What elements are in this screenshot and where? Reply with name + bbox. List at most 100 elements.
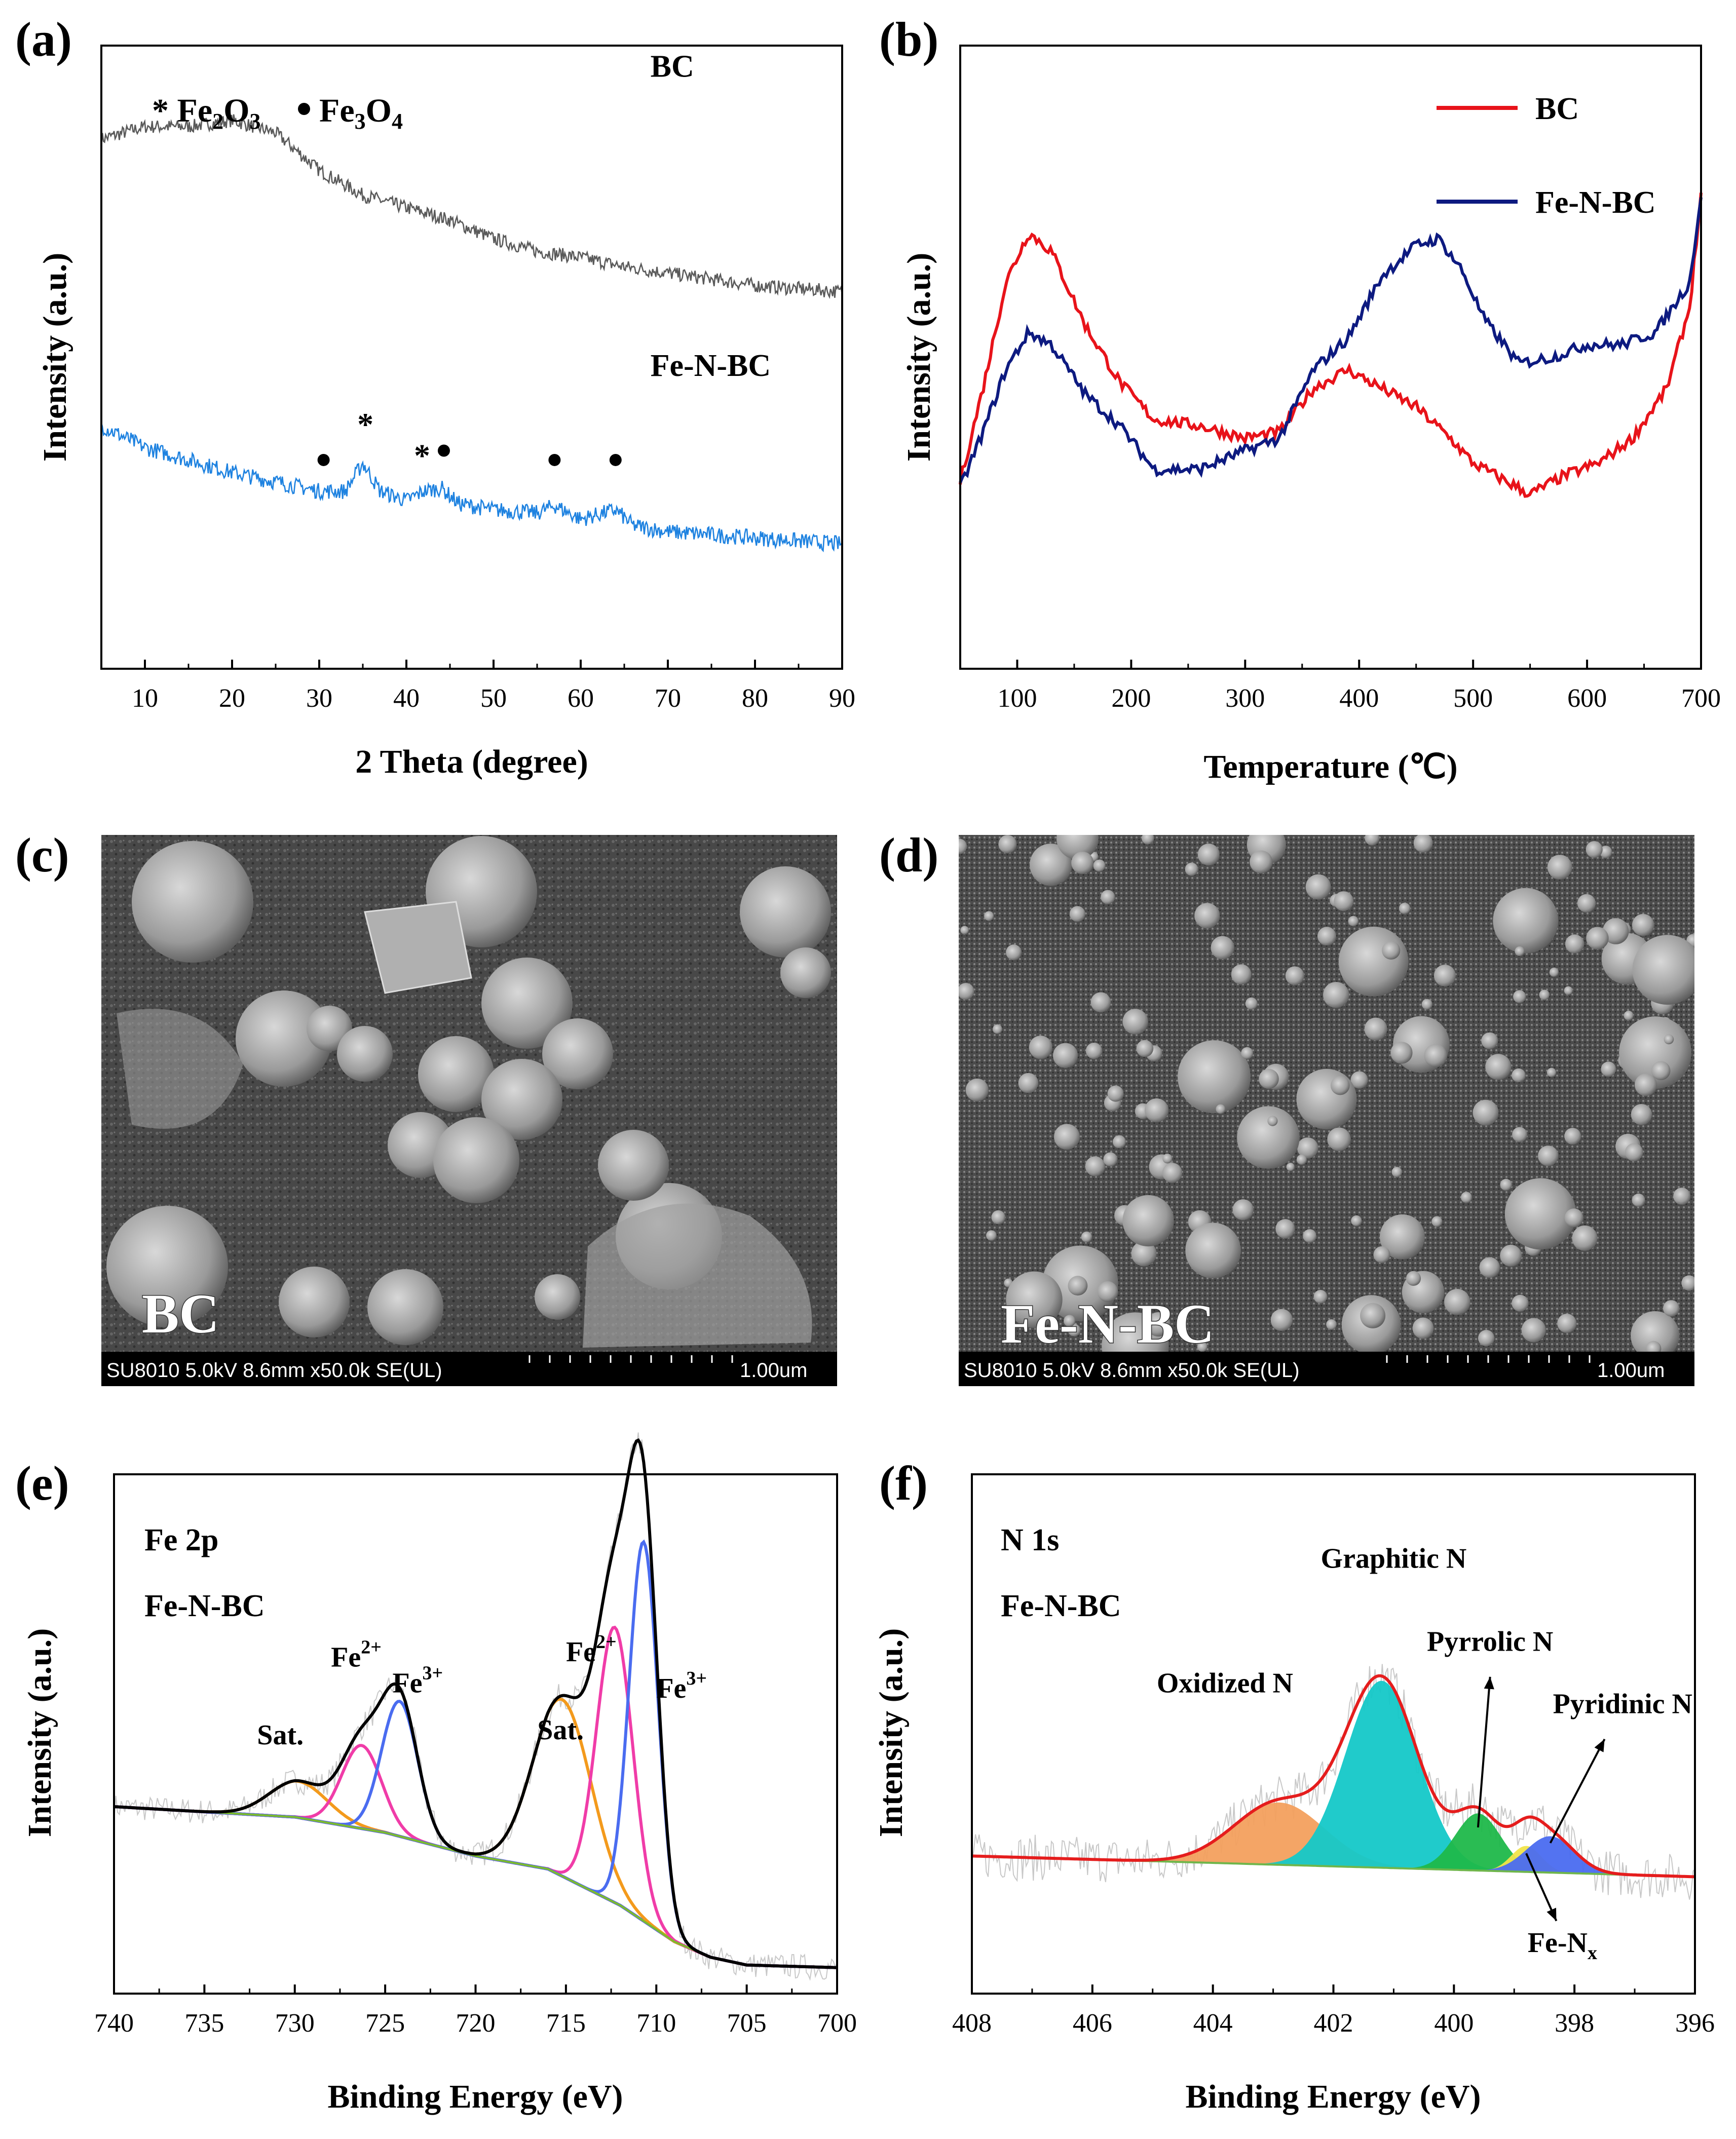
sem-d-particle: [998, 835, 1017, 854]
chart-e-ylabel: Intensity (a.u.): [21, 1628, 58, 1838]
sem-d-particle: [1549, 967, 1559, 977]
chart-a-xlabel: 2 Theta (degree): [355, 743, 588, 780]
chart-e-tick-label: 700: [817, 2009, 857, 2038]
chart-a-tick-label: 10: [132, 684, 158, 713]
chart-f-tick-label: 404: [1193, 2009, 1233, 2038]
sem-d-particle: [1122, 1009, 1148, 1035]
chart-a-frame: [100, 45, 843, 670]
chart-e-annotation: Fe2+: [566, 1631, 617, 1668]
sem-d-particle: [1241, 1047, 1254, 1059]
sem-d-particle: [1006, 944, 1022, 961]
sem-d-particle: [1424, 1044, 1447, 1067]
sem-d-particle: [1444, 1289, 1470, 1315]
sem-d-particle: [1197, 844, 1220, 866]
sem-d-particle: [1504, 1178, 1576, 1250]
sem-d-particle: [1382, 941, 1401, 960]
tpd-series-Fe-N-BC: [959, 197, 1703, 483]
sem-d-particle: [1493, 888, 1559, 953]
sem-c-scale-bar: [529, 1355, 733, 1363]
chart-a-legend-star: * Fe2O3: [152, 92, 260, 134]
sem-d-particle: [1245, 997, 1258, 1010]
chart-e-tick-label: 725: [365, 2009, 405, 2038]
sem-d-particle: [1412, 1317, 1434, 1339]
sem-d-particle: [1625, 1143, 1643, 1162]
chart-e-annotation: Fe3+: [392, 1663, 443, 1699]
chart-e-peak-Fe3+: [114, 1699, 838, 1969]
sem-d-particle: [1331, 1076, 1350, 1095]
sem-d-particle: [1651, 1061, 1671, 1081]
sem-d-particle: [1185, 1223, 1241, 1279]
sem-d-particle: [1481, 1032, 1498, 1049]
sem-d-particle: [1068, 1324, 1081, 1336]
sem-d-particle: [960, 926, 969, 935]
sem-d-particle: [1054, 1124, 1080, 1150]
sem-d-particle: [1317, 927, 1336, 946]
chart-f-annotation: Oxidized N: [1157, 1668, 1293, 1699]
sem-d-particle: [1564, 986, 1573, 995]
sem-d-particle: [1360, 1303, 1386, 1328]
sem-d-particle: [1479, 1257, 1500, 1278]
chart-e-annotation: Fe2+: [331, 1636, 382, 1673]
chart-f-arrowhead: [1546, 1907, 1557, 1921]
sem-d-particle: [1259, 1068, 1279, 1089]
chart-a-tick-label: 60: [568, 684, 594, 713]
sem-d-particle: [991, 1210, 1005, 1225]
chart-b-tick-label: 400: [1339, 684, 1379, 713]
sem-d-particle: [1145, 1098, 1168, 1122]
sem-d-particle: [1090, 992, 1111, 1013]
sem-d-particle: [1646, 1341, 1662, 1352]
sem-d-particle: [1071, 852, 1094, 874]
chart-b-frame: [959, 45, 1702, 670]
chart-b-xlabel: Temperature (℃): [1203, 748, 1457, 785]
sem-d-particle: [1093, 859, 1106, 872]
chart-e-tick-label: 735: [184, 2009, 224, 2038]
sem-d-particle: [1515, 946, 1525, 957]
chart-e-tick-label: 740: [94, 2009, 134, 2038]
sem-c-sample-label: BC: [142, 1283, 219, 1345]
sem-d-particle: [1131, 1241, 1157, 1267]
sem-d-particle: [1433, 965, 1456, 987]
sem-d-particle: [1069, 906, 1085, 922]
sem-d-info-bar: [959, 1352, 1694, 1386]
chart-e-peak-Fe2+: [114, 1625, 838, 1969]
panel-label-b: (b): [879, 12, 938, 66]
tpd-series-BC: [959, 193, 1703, 498]
sem-d-particle: [1216, 1104, 1226, 1114]
sem-d-particle: [1586, 841, 1603, 858]
sem-d-particle: [1297, 1137, 1318, 1159]
sem-d-particle: [984, 911, 994, 921]
sem-d-particle: [1632, 914, 1654, 936]
sem-d-particle: [1601, 1061, 1616, 1077]
sem-image-bc: BC SU8010 5.0kV 8.6mm x50.0k SE(UL) 1.00…: [101, 835, 837, 1386]
sem-d-particle: [1373, 1246, 1390, 1263]
sem-d-particle: [1461, 1192, 1472, 1203]
chart-e-tick-label: 720: [456, 2009, 496, 2038]
sem-d-particle: [1572, 1225, 1598, 1251]
chart-e-fe2p: Sat. Fe2+ Fe3+ Sat. Fe2+ Fe3+ 740 735 730 725 720…: [21, 1432, 857, 2115]
sem-d-particle: [1635, 1074, 1657, 1096]
sem-d-particle: [1270, 1309, 1293, 1331]
sem-d-particle: [1296, 1154, 1307, 1165]
sem-d-particle: [1632, 1193, 1645, 1207]
chart-e-tick-label: 710: [636, 2009, 676, 2038]
sem-d-particle: [1512, 1294, 1529, 1312]
sem-d-particle: [1413, 835, 1433, 853]
sem-d-particle: [1142, 835, 1154, 845]
sem-d-particle: [1564, 1128, 1581, 1145]
sem-d-particle: [1122, 1195, 1174, 1247]
chart-e-background: [114, 1806, 838, 1969]
xrd-marker-fe2o3: *: [414, 438, 430, 474]
sem-d-particle: [1681, 1275, 1694, 1291]
sem-d-particle: [1564, 1208, 1583, 1228]
chart-e-title: Fe 2p: [144, 1523, 218, 1557]
chart-f-n1s: Oxidized N Graphitic N Pyrrolic NPyridinic…: [873, 1473, 1715, 2115]
sem-d-particle: [1327, 1127, 1351, 1151]
sem-d-particle: [1478, 1330, 1495, 1347]
chart-e-envelope: [114, 1438, 838, 1969]
sem-d-particle: [1485, 1054, 1512, 1080]
sem-d-particle: [1323, 982, 1349, 1008]
chart-e-subtitle: Fe-N-BC: [144, 1589, 265, 1623]
chart-a-ylabel: Intensity (a.u.): [36, 253, 73, 462]
sem-d-particle: [1029, 1036, 1052, 1059]
sem-d-particle: [1602, 918, 1629, 944]
